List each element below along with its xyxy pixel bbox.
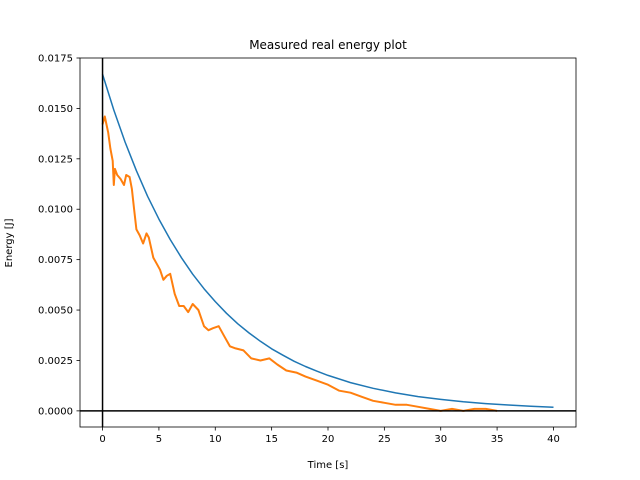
series-line-1 (101, 73, 554, 408)
y-tick-label: 0.0075 (38, 255, 73, 266)
y-axis: 0.0000 0.0025 0.0050 0.0075 0.0100 0.0125 0.01… (38, 54, 80, 417)
y-tick-label: 0.0100 (38, 205, 73, 216)
y-tick-label: 0.0125 (38, 154, 73, 165)
x-axis: 0 5 10 15 20 25 30 35 40 (99, 427, 560, 445)
x-tick-label: 30 (434, 434, 447, 445)
y-tick-label: 0.0150 (38, 104, 73, 115)
y-axis-label: Energy [J] (4, 218, 15, 267)
y-tick-label: 0.0050 (38, 306, 73, 317)
x-tick-label: 25 (378, 434, 391, 445)
y-tick-label: 0.0175 (38, 54, 73, 65)
chart-title: Measured real energy plot (249, 38, 407, 52)
x-tick-label: 15 (265, 434, 278, 445)
series-line-2 (101, 115, 498, 412)
x-tick-label: 10 (209, 434, 222, 445)
plot-frame (79, 57, 577, 428)
x-tick-label: 20 (322, 434, 335, 445)
y-tick-label: 0.0000 (38, 406, 73, 417)
y-tick-label: 0.0025 (38, 356, 73, 367)
x-tick-label: 0 (99, 434, 105, 445)
x-axis-label: Time [s] (307, 460, 349, 471)
x-tick-label: 5 (156, 434, 162, 445)
x-tick-label: 35 (491, 434, 504, 445)
x-tick-label: 40 (547, 434, 560, 445)
plot-area (80, 58, 576, 427)
